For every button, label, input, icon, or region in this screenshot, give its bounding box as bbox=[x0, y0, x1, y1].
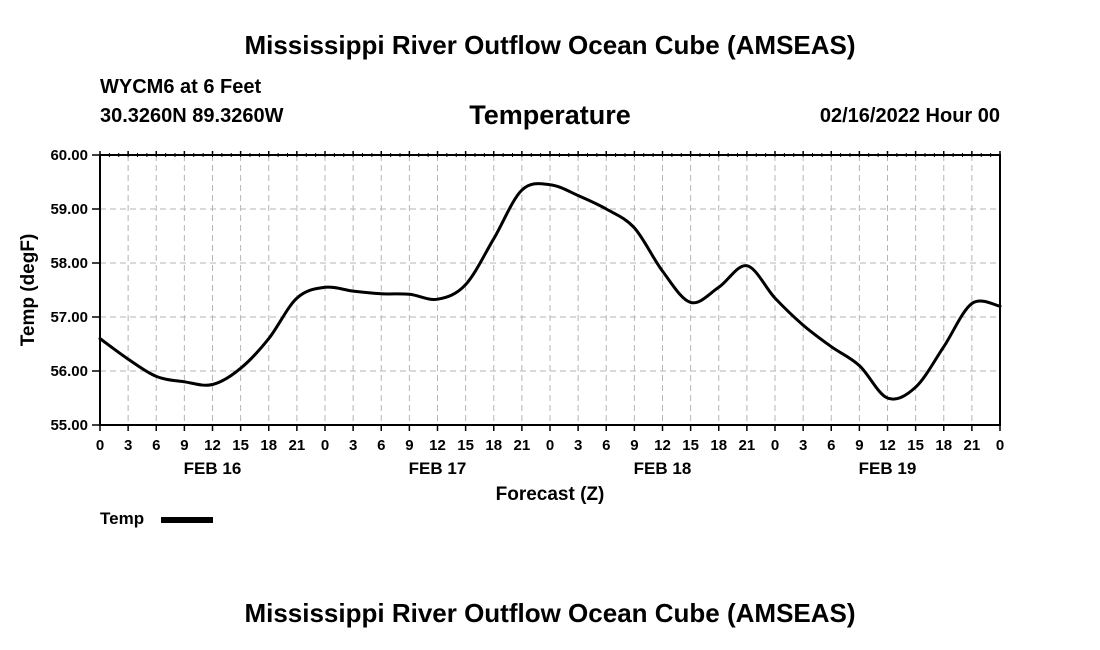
x-tick-label: 12 bbox=[204, 437, 221, 454]
x-tick-label: 0 bbox=[546, 437, 554, 454]
station-coordinates: 30.3260N 89.3260W bbox=[100, 105, 284, 127]
x-tick-label: 0 bbox=[996, 437, 1004, 454]
x-tick-label: 21 bbox=[514, 437, 531, 454]
day-label: FEB 19 bbox=[859, 459, 917, 478]
x-tick-label: 9 bbox=[180, 437, 188, 454]
x-tick-label: 12 bbox=[879, 437, 896, 454]
x-tick-label: 18 bbox=[260, 437, 277, 454]
x-tick-label: 15 bbox=[457, 437, 474, 454]
main-title: Mississippi River Outflow Ocean Cube (AM… bbox=[244, 30, 856, 60]
x-tick-label: 18 bbox=[935, 437, 952, 454]
x-tick-label: 9 bbox=[630, 437, 638, 454]
x-tick-label: 6 bbox=[827, 437, 835, 454]
x-tick-label: 3 bbox=[574, 437, 582, 454]
y-axis-title: Temp (degF) bbox=[18, 234, 39, 347]
x-axis-title: Forecast (Z) bbox=[496, 484, 605, 505]
tick-labels: 0 3 6 9 12 15 18 21 0 3 6 9 12 15 18 21 0 3 6 9 12 15 18 21 0 3 6 9… bbox=[50, 147, 1004, 478]
x-tick-label: 0 bbox=[96, 437, 104, 454]
x-tick-label: 6 bbox=[377, 437, 385, 454]
x-tick-label: 0 bbox=[321, 437, 329, 454]
x-tick-label: 9 bbox=[405, 437, 413, 454]
x-tick-label: 15 bbox=[907, 437, 924, 454]
grid bbox=[100, 155, 1000, 425]
y-tick-label: 57.00 bbox=[50, 309, 88, 326]
y-tick-label: 60.00 bbox=[50, 147, 88, 164]
legend-label: Temp bbox=[100, 509, 145, 528]
x-tick-label: 6 bbox=[152, 437, 160, 454]
ticks bbox=[92, 151, 1001, 431]
x-tick-label: 3 bbox=[799, 437, 807, 454]
footer-title: Mississippi River Outflow Ocean Cube (AM… bbox=[244, 598, 856, 628]
y-tick-label: 55.00 bbox=[50, 417, 88, 434]
run-time: 02/16/2022 Hour 00 bbox=[819, 105, 1000, 127]
day-label: FEB 16 bbox=[184, 459, 242, 478]
x-tick-label: 3 bbox=[124, 437, 132, 454]
x-tick-label: 15 bbox=[682, 437, 699, 454]
x-tick-label: 12 bbox=[429, 437, 446, 454]
station-label: WYCM6 at 6 Feet bbox=[100, 76, 262, 98]
temp-series-line bbox=[98, 182, 1002, 401]
x-tick-label: 15 bbox=[232, 437, 249, 454]
legend-swatch bbox=[161, 517, 213, 523]
y-tick-label: 59.00 bbox=[50, 201, 88, 218]
x-tick-label: 21 bbox=[964, 437, 981, 454]
x-tick-label: 21 bbox=[289, 437, 306, 454]
x-tick-label: 3 bbox=[349, 437, 357, 454]
chart-title: Temperature bbox=[469, 100, 631, 130]
x-tick-label: 12 bbox=[654, 437, 671, 454]
day-label: FEB 17 bbox=[409, 459, 467, 478]
x-tick-label: 18 bbox=[710, 437, 727, 454]
x-tick-label: 18 bbox=[485, 437, 502, 454]
x-tick-label: 21 bbox=[739, 437, 756, 454]
day-label: FEB 18 bbox=[634, 459, 692, 478]
x-tick-label: 6 bbox=[602, 437, 610, 454]
x-tick-label: 9 bbox=[855, 437, 863, 454]
y-tick-label: 58.00 bbox=[50, 255, 88, 272]
x-tick-label: 0 bbox=[771, 437, 779, 454]
y-tick-label: 56.00 bbox=[50, 363, 88, 380]
